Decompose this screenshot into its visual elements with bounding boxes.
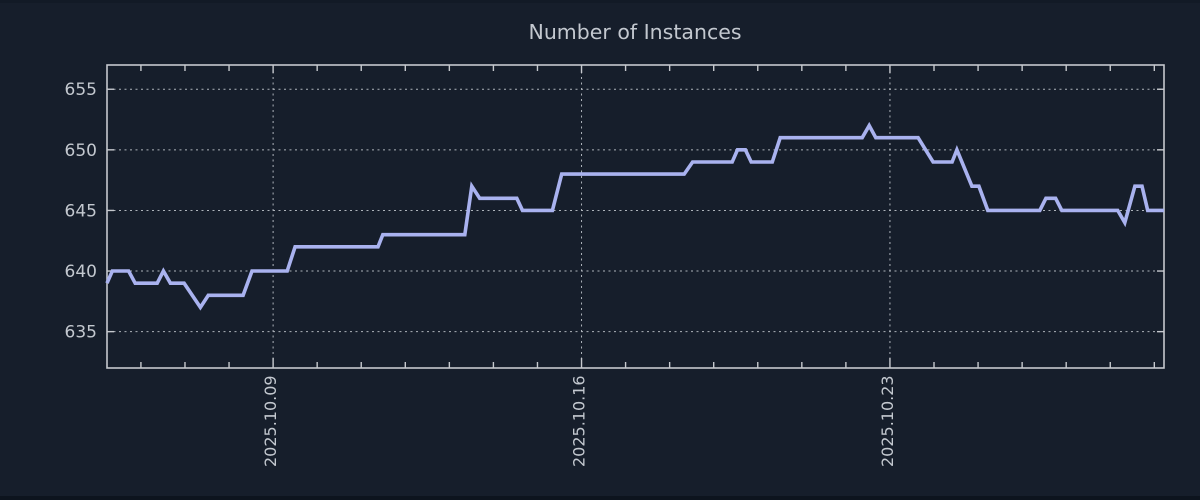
x-tick-label: 2025.10.09 <box>261 375 280 467</box>
series-line-instances <box>105 121 1164 311</box>
chart-title: Number of Instances <box>528 20 741 44</box>
y-tick-label: 650 <box>65 141 97 161</box>
top-edge-shade <box>0 0 1200 3</box>
tick-layer <box>107 65 1164 368</box>
y-tick-label: 640 <box>65 262 97 282</box>
x-tick-label: 2025.10.23 <box>878 375 897 467</box>
plot-frame <box>106 64 1165 369</box>
x-tick-label: 2025.10.16 <box>570 375 589 467</box>
bottom-edge-shade <box>0 496 1200 500</box>
y-tick-label: 635 <box>65 323 97 343</box>
y-tick-label: 645 <box>65 201 97 221</box>
series-layer <box>105 121 1164 311</box>
label-layer: 635 640 645 650 655 2025.10.09 2025.10.16 2025.… <box>65 80 897 467</box>
y-tick-label: 655 <box>65 80 97 100</box>
frame-layer <box>106 64 1165 369</box>
grid-layer <box>108 66 1163 367</box>
